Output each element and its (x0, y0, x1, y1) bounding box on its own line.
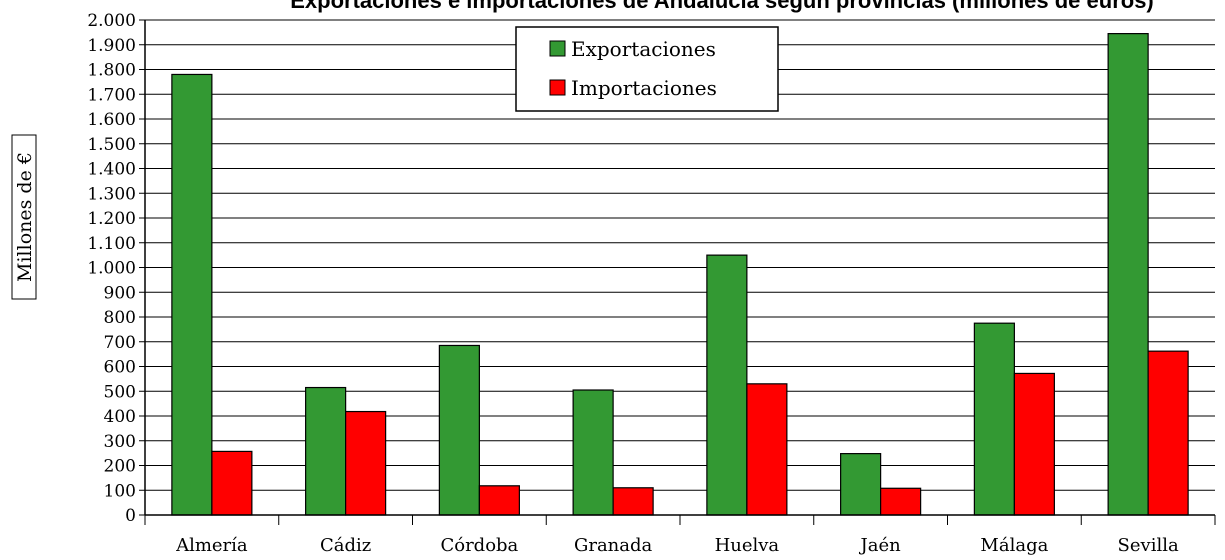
y-tick-label: 1.800 (87, 61, 136, 81)
y-tick-label: 100 (104, 481, 136, 501)
bars (171, 33, 1189, 516)
y-tick-label: 200 (104, 457, 136, 477)
y-tick-label: 1.600 (87, 110, 136, 130)
y-tick-label: 600 (104, 358, 136, 378)
y-tick-label: 2.000 (87, 11, 136, 31)
bar-importaciones (1013, 372, 1055, 516)
x-tick-label: Cádiz (320, 535, 371, 556)
legend-swatch-exportaciones (549, 40, 566, 57)
bar-importaciones (746, 383, 788, 516)
x-axis-ticks: Almería Cádiz Córdoba Granada Huelva Jaén Mála… (144, 515, 1216, 556)
y-tick-label: 700 (104, 333, 136, 353)
bar-exportaciones (1107, 33, 1149, 516)
y-tick-label: 1.500 (87, 135, 136, 155)
bar-exportaciones (973, 322, 1015, 516)
y-tick-label: 1.200 (87, 209, 136, 229)
y-axis-label-box: Millones de € (11, 134, 37, 300)
bar-importaciones (211, 450, 253, 516)
bar-exportaciones (840, 453, 882, 516)
bar-importaciones (1147, 350, 1189, 516)
bar-importaciones (345, 410, 387, 516)
bar-importaciones (478, 485, 520, 516)
bar-exportaciones (572, 389, 614, 516)
y-tick-label: 900 (104, 283, 136, 303)
y-tick-label: 800 (104, 308, 136, 328)
y-tick-label: 500 (104, 382, 136, 402)
bar-exportaciones (305, 386, 347, 516)
legend: Exportaciones Importaciones (515, 26, 779, 112)
bar-exportaciones (171, 73, 213, 516)
bar-exportaciones (438, 344, 480, 516)
bar-exportaciones (706, 254, 748, 516)
y-tick-label: 1.700 (87, 85, 136, 105)
y-tick-label: 1.300 (87, 184, 136, 204)
x-tick-label: Almería (175, 535, 248, 556)
x-tick-label: Sevilla (1118, 535, 1179, 556)
bar-importaciones (880, 487, 922, 516)
y-axis-label: Millones de € (14, 152, 36, 282)
y-tick-label: 0 (125, 506, 136, 526)
x-tick-label: Granada (574, 535, 653, 556)
y-tick-label: 1.400 (87, 160, 136, 180)
y-tick-label: 1.100 (87, 234, 136, 254)
legend-label-exportaciones: Exportaciones (571, 37, 716, 61)
chart-title: Exportaciones e importaciones de Andaluc… (290, 0, 1154, 13)
x-tick-label: Jaén (859, 535, 902, 556)
y-tick-label: 1.900 (87, 36, 136, 56)
bar-importaciones (612, 487, 654, 516)
x-tick-label: Huelva (715, 535, 780, 556)
y-tick-label: 400 (104, 407, 136, 427)
y-axis-ticks: 0 100 200 300 400 500 600 700 800 900 1.000 1.100 1.… (87, 11, 145, 526)
y-axis-label-frame (11, 134, 37, 300)
x-tick-label: Córdoba (440, 535, 518, 556)
y-tick-label: 300 (104, 432, 136, 452)
legend-label-importaciones: Importaciones (571, 76, 717, 100)
x-tick-label: Málaga (980, 535, 1048, 556)
y-tick-label: 1.000 (87, 259, 136, 279)
legend-swatch-importaciones (549, 79, 566, 96)
